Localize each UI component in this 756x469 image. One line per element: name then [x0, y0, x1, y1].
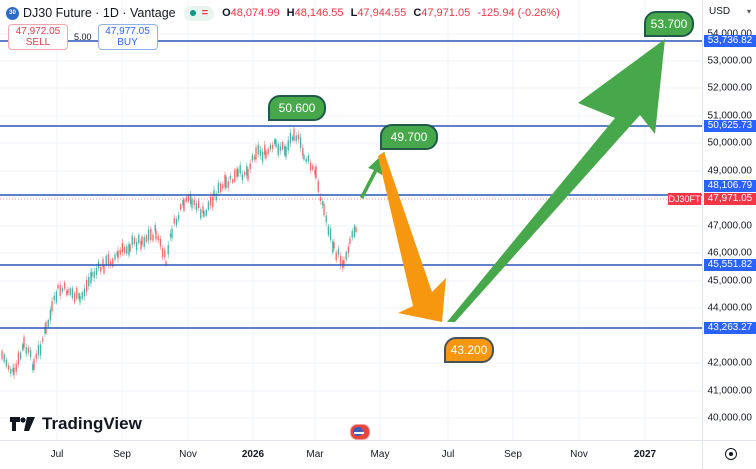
callout-long-target[interactable]: 53.700: [644, 11, 694, 37]
price-tick: 45,000.00: [707, 275, 753, 287]
level-price-label: 43,263.27: [704, 322, 756, 334]
sell-price: 47,972.05: [15, 26, 61, 37]
level-price-label: 45,551.82: [704, 259, 756, 271]
price-tick: 50,000.00: [707, 137, 753, 149]
time-label: May: [370, 449, 390, 460]
low-value: 47,944.55: [357, 7, 407, 19]
time-axis[interactable]: Jul Sep Nov 2026 Mar May Jul Sep Nov 202…: [0, 440, 702, 469]
callout-down-target[interactable]: 43.200: [444, 337, 494, 363]
chevron-down-icon[interactable]: ▾: [746, 7, 751, 16]
market-status-badge[interactable]: =: [183, 5, 215, 21]
change-value: -125.94 (-0.26%): [477, 7, 560, 19]
time-label-year: 2027: [633, 449, 657, 460]
buy-button[interactable]: 47,977.05 BUY: [97, 24, 158, 50]
close-label: C: [413, 7, 422, 19]
chart-settings-button[interactable]: [702, 440, 756, 469]
callout-peak-target[interactable]: 50.600: [268, 95, 326, 121]
market-open-dot-icon: [189, 10, 196, 16]
price-tick: 47,000.00: [707, 220, 753, 232]
price-tick: 44,000.00: [707, 302, 753, 314]
price-tick: 52,000.00: [707, 82, 753, 94]
price-tick: 41,000.00: [707, 385, 753, 397]
symbol-title[interactable]: DJ30 Future · 1D · Vantage: [23, 6, 176, 20]
chart-canvas[interactable]: [0, 0, 702, 440]
us-flag-event-icon[interactable]: [350, 424, 370, 440]
chart-pane[interactable]: 30 DJ30 Future · 1D · Vantage = O48,074.…: [0, 0, 702, 440]
tradingview-logo-text: TradingView: [42, 414, 142, 433]
low-label: L: [350, 7, 358, 19]
price-tick: 46,000.00: [707, 247, 753, 259]
price-tick: 53,000.00: [707, 55, 753, 67]
green-arrow-large-icon: [447, 39, 665, 322]
buy-price: 47,977.05: [105, 26, 150, 37]
price-tick: 40,000.00: [707, 412, 753, 424]
level-price-label: 48,106.79: [704, 180, 756, 192]
buy-label: BUY: [117, 37, 138, 48]
open-value: 48,074.99: [230, 7, 280, 19]
equals-icon: =: [201, 7, 209, 19]
tradingview-logo[interactable]: TradingView: [10, 414, 142, 434]
price-tick: 42,000.00: [707, 357, 753, 369]
time-label: Jul: [50, 449, 64, 460]
grid: [0, 0, 702, 440]
chart-header: 30 DJ30 Future · 1D · Vantage = O48,074.…: [6, 4, 564, 22]
sell-label: SELL: [25, 37, 51, 48]
horizontal-levels: [0, 40, 702, 329]
price-tick: 54,000.00: [707, 28, 753, 40]
time-label: Sep: [113, 449, 131, 460]
close-value: 47,971.05: [421, 7, 471, 19]
price-axis[interactable]: USD ▾ 54,000.00 53,000.00 52,000.00 51,0…: [702, 0, 756, 440]
high-value: 48,146.55: [294, 7, 344, 19]
currency-label[interactable]: USD: [709, 6, 731, 17]
level-price-label: 50,625.73: [704, 120, 756, 132]
spread-value: 5.00: [74, 32, 92, 42]
time-label: Nov: [570, 449, 588, 460]
time-label: Sep: [504, 449, 522, 460]
sell-button[interactable]: 47,972.05 SELL: [8, 24, 68, 50]
time-label: Mar: [306, 449, 324, 460]
symbol-price-tag: DJ30FT: [668, 193, 701, 205]
time-label-year: 2026: [241, 449, 265, 460]
symbol-logo-icon: 30: [6, 6, 19, 20]
ohlc-values: O48,074.99 H48,146.55 L47,944.55 C47,971…: [222, 7, 564, 19]
price-tick: 49,000.00: [707, 165, 753, 177]
green-arrow-small-icon: [360, 152, 385, 199]
tradingview-logo-icon: [10, 417, 35, 431]
time-label: Jul: [441, 449, 455, 460]
orange-arrow-down-icon: [378, 152, 446, 322]
trade-panel: 47,972.05 SELL 5.00 47,977.05 BUY: [8, 24, 158, 50]
callout-short-target[interactable]: 49.700: [380, 124, 438, 150]
price-tick: 51,000.00: [707, 110, 753, 122]
high-label: H: [286, 7, 295, 19]
candlestick-series: [1, 126, 357, 380]
level-price-label: 53,736.82: [704, 35, 756, 47]
settings-icon: [725, 448, 737, 460]
current-price-label: 47,971.05: [704, 193, 756, 205]
open-label: O: [222, 7, 231, 19]
time-label: Nov: [179, 449, 197, 460]
